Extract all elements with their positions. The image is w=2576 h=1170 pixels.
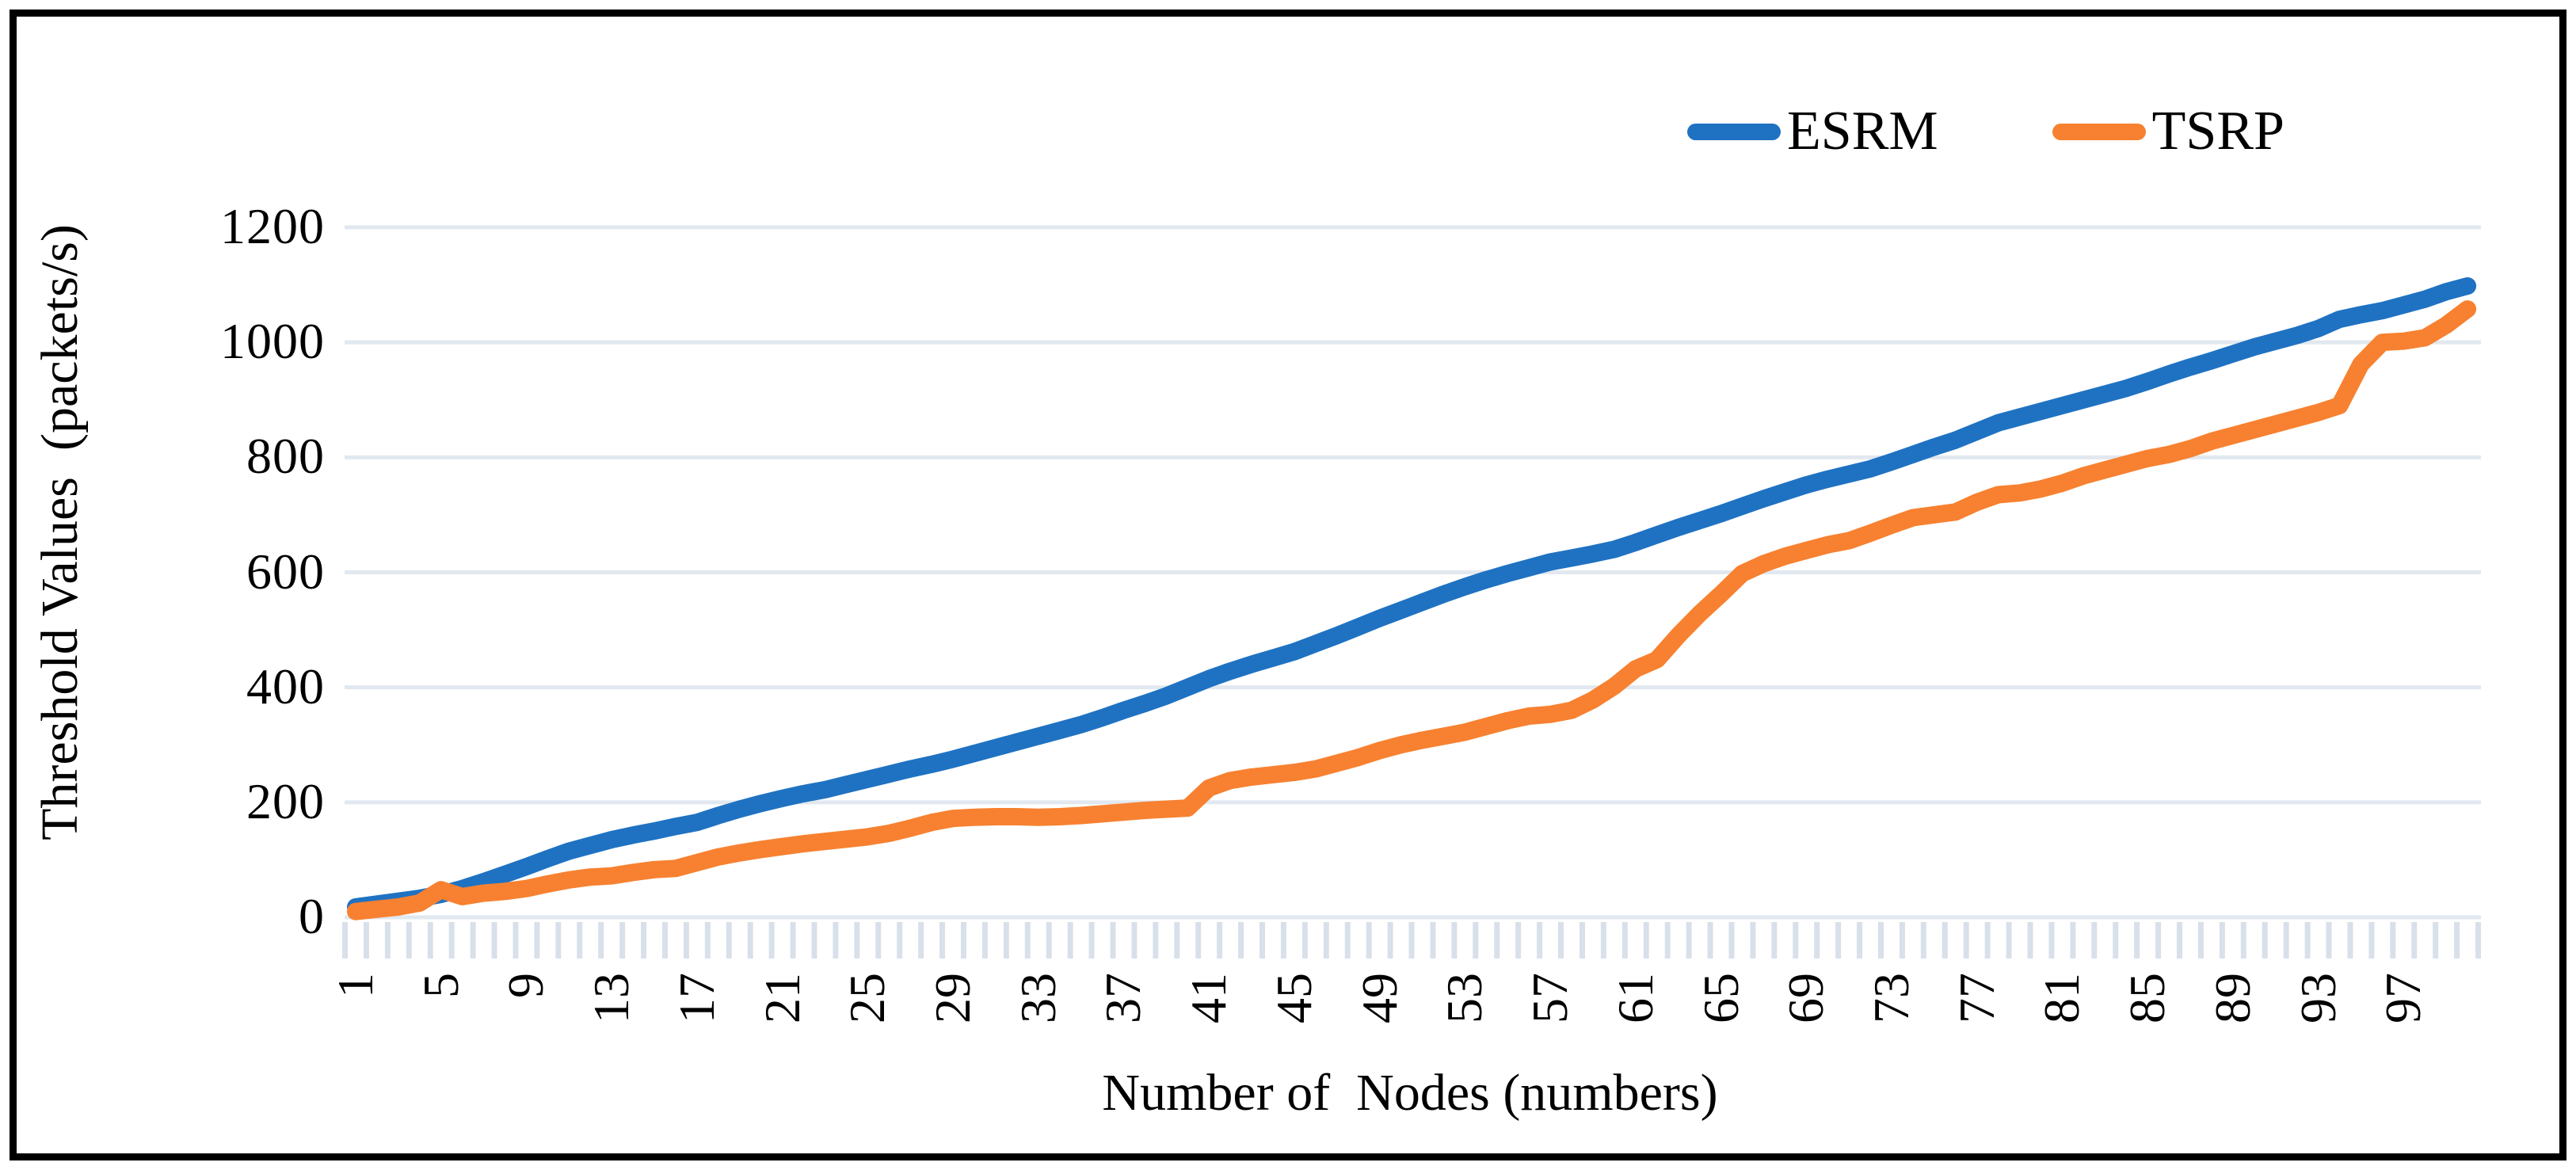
x-axis-tick-label: 89 [2204,973,2261,1023]
y-axis-tick-label: 400 [246,657,325,715]
x-axis-tick-label: 77 [1948,973,2005,1023]
x-axis-tick-label: 69 [1778,973,1835,1023]
y-axis-tick-label: 600 [246,543,325,600]
tsrp-line-swatch-icon [2052,123,2146,140]
x-axis-tick-label: 5 [412,973,469,998]
legend-entry-tsrp: TSRP [2052,100,2284,163]
x-axis-tick-label: 93 [2289,973,2346,1023]
legend: ESRM TSRP [1687,100,2284,163]
legend-label-tsrp: TSRP [2151,101,2284,162]
x-axis-tick-label: 25 [839,973,896,1023]
y-axis-tick-label: 200 [246,772,325,829]
esrm-line [347,277,2477,916]
legend-label-esrm: ESRM [1787,101,1938,162]
y-axis-tick-label: 1200 [220,198,325,254]
x-axis-tick-label: 13 [583,973,640,1023]
x-axis-tick-label: 17 [668,973,725,1023]
x-axis-tick-label: 65 [1692,973,1749,1023]
figure-border-frame [10,10,2566,1160]
legend-entry-esrm: ESRM [1687,100,1938,163]
x-axis-tick-label: 97 [2375,973,2432,1023]
x-axis-tick-label: 37 [1095,973,1152,1023]
x-axis-tick-label: 73 [1862,973,1919,1023]
y-axis-title: Threshold Values (packets/s) [31,224,89,840]
x-axis-tick-label: 1 [327,973,383,998]
x-axis-title: Number of Nodes (numbers) [1102,1064,1718,1122]
x-axis-tick-label: 21 [753,973,810,1023]
x-axis-tick-label: 33 [1009,973,1066,1023]
x-axis-tick-label: 53 [1436,973,1493,1023]
tsrp-line [347,300,2477,920]
x-axis-tick-label: 9 [497,973,554,998]
y-axis-tick-label: 0 [299,888,325,944]
x-axis-tick-label: 45 [1265,973,1322,1023]
x-axis-tick-label: 49 [1351,973,1408,1023]
x-axis-tick-label: 85 [2119,973,2176,1023]
x-axis-tick-label: 57 [1522,973,1579,1023]
x-axis-tick-label: 29 [924,973,981,1023]
x-axis-tick-label: 81 [2033,973,2090,1023]
y-axis-tick-label: 800 [246,428,325,485]
esrm-line-swatch-icon [1687,123,1781,140]
y-axis-tick-label: 1000 [220,313,325,370]
x-axis-tick-label: 61 [1606,973,1663,1023]
x-axis-tick-label: 41 [1180,973,1237,1023]
